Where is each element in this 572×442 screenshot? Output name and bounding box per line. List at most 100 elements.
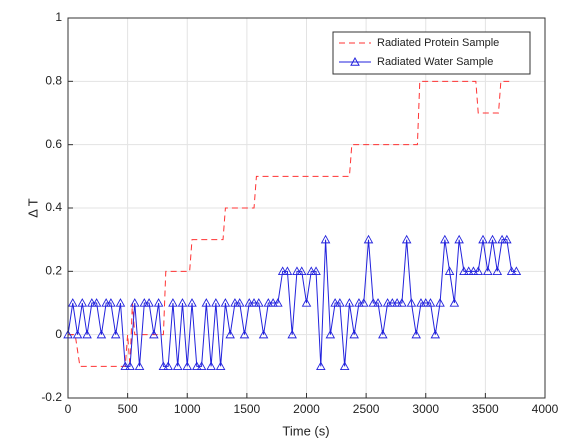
- legend-label: Radiated Water Sample: [377, 56, 493, 68]
- marker: [444, 266, 455, 275]
- marker: [325, 329, 336, 339]
- marker: [244, 298, 255, 307]
- marker: [411, 329, 421, 339]
- marker: [258, 329, 269, 339]
- marker: [454, 234, 464, 244]
- marker: [378, 329, 388, 339]
- marker: [354, 298, 364, 307]
- series-line: [68, 80, 510, 367]
- y-axis-label: Δ T: [25, 198, 40, 218]
- marker: [115, 298, 126, 307]
- marker: [430, 329, 441, 339]
- marker: [497, 234, 507, 244]
- marker: [468, 266, 479, 275]
- marker: [335, 298, 345, 307]
- x-tick-label: 3500: [472, 402, 499, 416]
- marker: [249, 298, 259, 307]
- marker: [301, 298, 312, 307]
- x-tick-label: 3000: [412, 402, 439, 416]
- x-tick-label: 0: [65, 402, 72, 416]
- marker: [287, 329, 297, 339]
- marker: [206, 361, 216, 370]
- marker: [449, 298, 460, 307]
- marker: [425, 298, 436, 307]
- marker: [492, 266, 503, 275]
- legend-label: Radiated Protein Sample: [377, 37, 499, 49]
- marker: [416, 298, 426, 307]
- y-tick-label: 0.6: [45, 137, 62, 151]
- marker: [158, 361, 169, 370]
- marker: [440, 234, 450, 244]
- marker: [506, 266, 517, 275]
- marker: [211, 298, 221, 307]
- marker: [101, 298, 111, 307]
- y-tick-label: 0: [55, 327, 62, 341]
- marker: [96, 329, 107, 339]
- marker: [368, 298, 379, 307]
- marker: [120, 361, 131, 370]
- marker: [277, 266, 288, 275]
- y-tick-label: 1: [55, 10, 62, 24]
- marker: [254, 298, 264, 307]
- marker: [502, 234, 512, 244]
- marker: [163, 361, 173, 370]
- marker: [192, 361, 202, 370]
- marker: [392, 298, 402, 307]
- marker: [487, 234, 498, 244]
- marker: [401, 234, 412, 244]
- marker: [82, 329, 92, 339]
- marker: [68, 298, 78, 307]
- marker: [339, 361, 350, 370]
- marker: [459, 266, 469, 275]
- series-line: [67, 239, 517, 367]
- marker: [363, 234, 374, 244]
- marker: [144, 298, 154, 307]
- x-tick-label: 500: [118, 402, 138, 416]
- marker: [511, 266, 522, 275]
- marker: [234, 298, 245, 307]
- marker: [292, 266, 302, 275]
- x-tick-label: 2500: [353, 402, 380, 416]
- marker: [225, 329, 235, 339]
- x-axis-label: Time (s): [282, 423, 329, 438]
- x-tick-label: 1000: [174, 402, 201, 416]
- y-tick-label: 0.4: [45, 200, 62, 214]
- marker: [344, 298, 355, 307]
- marker: [187, 298, 197, 307]
- marker: [110, 329, 121, 339]
- marker: [382, 298, 393, 307]
- marker: [311, 266, 321, 275]
- x-tick-label: 2000: [293, 402, 320, 416]
- marker: [373, 298, 383, 307]
- marker: [72, 329, 83, 339]
- marker: [397, 298, 407, 307]
- marker: [196, 361, 207, 370]
- y-tick-label: 0.8: [45, 74, 62, 88]
- x-tick-label: 1500: [234, 402, 261, 416]
- marker: [239, 329, 250, 339]
- plot-frame: [67, 17, 546, 399]
- marker: [482, 266, 493, 275]
- marker: [387, 298, 398, 307]
- marker: [349, 329, 359, 339]
- marker: [220, 298, 231, 307]
- marker: [168, 298, 178, 307]
- marker: [435, 298, 445, 307]
- marker: [172, 361, 183, 370]
- marker: [268, 298, 278, 307]
- marker: [201, 298, 212, 307]
- marker: [182, 361, 193, 370]
- legend-box: [332, 31, 531, 75]
- x-tick-label: 4000: [532, 402, 559, 416]
- marker: [282, 266, 293, 275]
- marker: [91, 298, 102, 307]
- marker: [263, 298, 274, 307]
- marker: [316, 361, 326, 370]
- marker: [306, 266, 317, 275]
- marker: [463, 266, 474, 275]
- marker: [230, 298, 240, 307]
- marker: [478, 234, 488, 244]
- marks: [63, 80, 522, 370]
- marker: [473, 266, 483, 275]
